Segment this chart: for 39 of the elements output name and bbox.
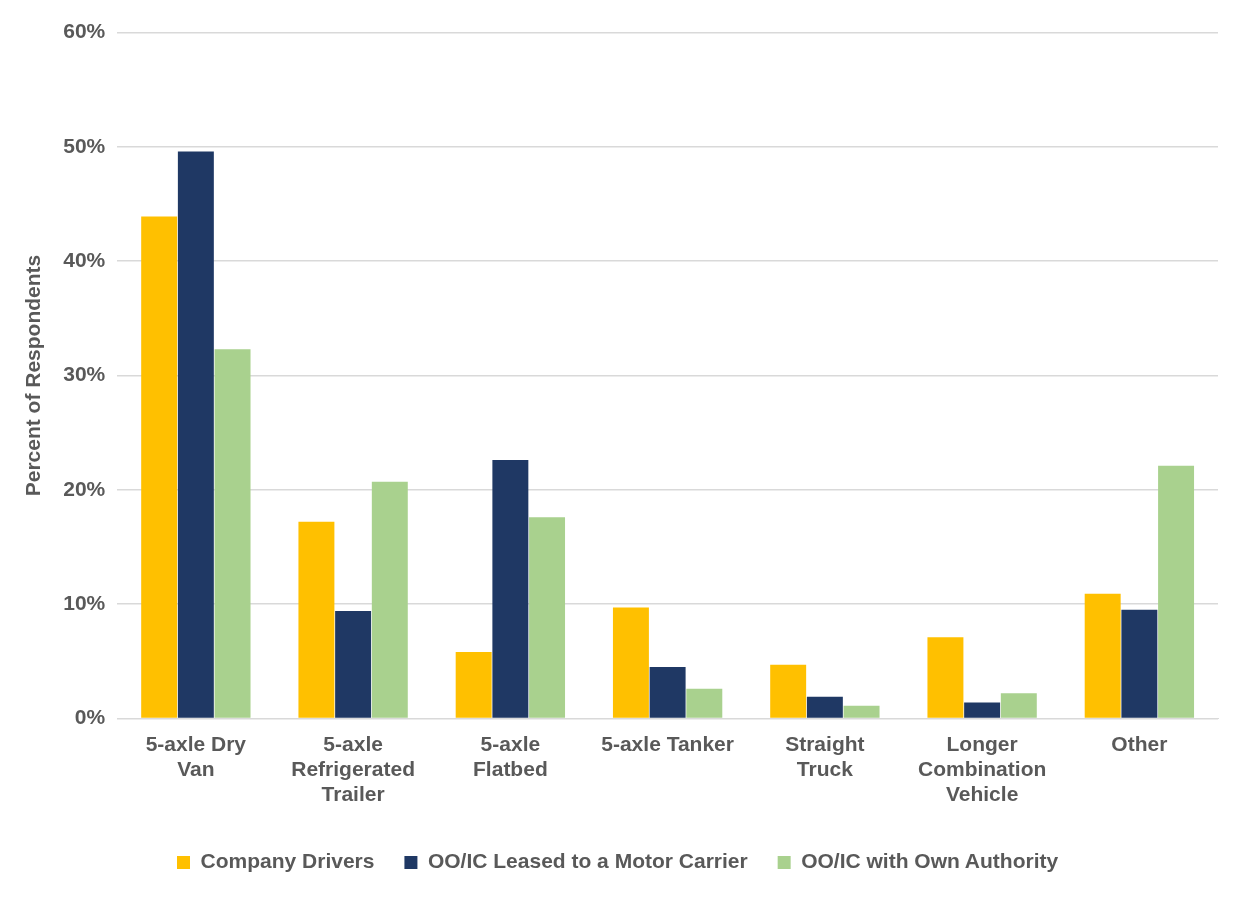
legend-label: OO/IC with Own Authority <box>801 849 1059 873</box>
legend-label: OO/IC Leased to a Motor Carrier <box>427 849 748 873</box>
x-tick-label: Straight Truck <box>785 731 865 780</box>
bar <box>612 607 649 718</box>
y-tick-label: 10% <box>63 590 106 614</box>
bar <box>371 481 408 718</box>
bar <box>1084 593 1121 718</box>
x-tick-label: 5-axle Tanker <box>601 731 734 755</box>
bar <box>1158 465 1195 718</box>
y-tick-label: 20% <box>63 476 106 500</box>
bar <box>492 460 529 718</box>
bar <box>806 696 843 718</box>
bar <box>964 702 1001 718</box>
x-tick-label: 5-axle Refrigerated Trailer <box>291 731 415 806</box>
x-tick-label: 5-axle Dry Van <box>145 731 247 780</box>
x-tick-label: 5-axle Flatbed <box>473 731 548 780</box>
y-tick-label: 50% <box>63 133 106 157</box>
bar <box>1121 609 1158 718</box>
bar <box>177 151 214 718</box>
bar <box>529 517 566 718</box>
y-tick-label: 40% <box>63 248 106 271</box>
bar <box>649 666 686 718</box>
bar <box>927 637 964 718</box>
bar <box>335 610 372 718</box>
bar <box>141 216 178 718</box>
y-axis-title: Percent of Respondents <box>21 254 45 497</box>
bar <box>770 664 807 718</box>
y-tick-label: 30% <box>63 362 106 386</box>
y-tick-label: 60% <box>63 19 106 43</box>
bar <box>455 652 492 718</box>
bar <box>843 705 880 718</box>
bar <box>298 521 335 718</box>
x-tick-label: Other <box>1111 731 1168 755</box>
legend-label: Company Drivers <box>200 849 375 873</box>
x-tick-label: Longer Combination Vehicle <box>917 731 1047 806</box>
y-tick-label: 0% <box>74 705 106 729</box>
bar <box>1000 693 1037 718</box>
bar <box>214 349 251 718</box>
bar <box>686 688 723 718</box>
